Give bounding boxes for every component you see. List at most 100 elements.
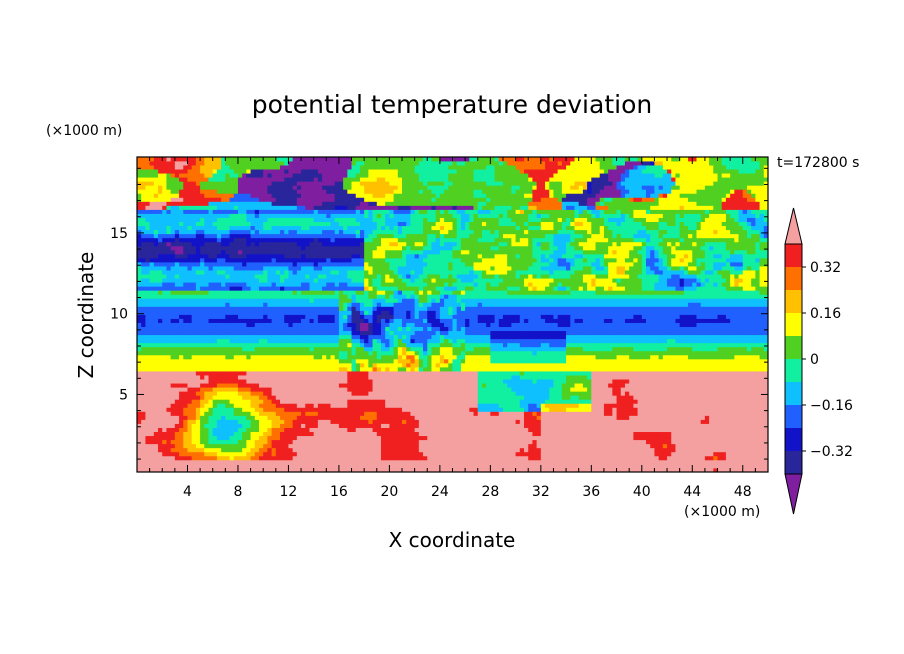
heatmap-cell — [221, 245, 226, 251]
heatmap-cell — [263, 334, 268, 340]
heatmap-cell — [326, 278, 331, 283]
heatmap-cell — [179, 274, 184, 279]
heatmap-cell — [153, 342, 159, 348]
heatmap-cell — [372, 233, 378, 239]
heatmap-cell — [355, 338, 361, 344]
heatmap-cell — [204, 181, 209, 186]
heatmap-cell — [208, 185, 214, 190]
heatmap-cell — [288, 270, 294, 275]
heatmap-cell — [385, 253, 390, 259]
heatmap-cell — [204, 399, 209, 404]
heatmap-cell — [317, 209, 323, 214]
heatmap-cell — [212, 253, 218, 259]
heatmap-cell — [153, 282, 159, 287]
heatmap-cell — [359, 423, 365, 428]
heatmap-cell — [284, 294, 289, 299]
heatmap-cell — [330, 407, 336, 412]
heatmap-cell — [359, 338, 365, 344]
heatmap-cell — [242, 346, 247, 352]
heatmap-cell — [271, 379, 277, 384]
heatmap-cell — [309, 354, 315, 360]
heatmap-cell — [284, 241, 289, 247]
heatmap-cell — [334, 431, 340, 437]
heatmap-cell — [292, 278, 298, 283]
heatmap-cell — [292, 282, 298, 287]
heatmap-cell — [204, 346, 209, 352]
heatmap-cell — [229, 415, 235, 420]
heatmap-cell — [326, 290, 331, 295]
heatmap-cell — [397, 431, 403, 437]
heatmap-cell — [326, 447, 331, 453]
heatmap-cell — [170, 161, 176, 166]
heatmap-cell — [229, 177, 235, 182]
heatmap-cell — [191, 173, 197, 178]
heatmap-cell — [338, 290, 344, 295]
heatmap-cell — [338, 387, 344, 392]
heatmap-cell — [158, 443, 163, 449]
heatmap-cell — [141, 173, 146, 178]
heatmap-cell — [271, 294, 277, 299]
heatmap-cell — [372, 169, 378, 174]
heatmap-cell — [402, 451, 407, 457]
heatmap-cell — [397, 209, 403, 214]
heatmap-cell — [305, 302, 310, 307]
heatmap-cell — [149, 278, 155, 283]
heatmap-cell — [301, 459, 306, 465]
heatmap-cell — [166, 286, 172, 291]
heatmap-cell — [284, 165, 289, 170]
heatmap-cell — [313, 467, 319, 472]
heatmap-cell — [355, 411, 361, 416]
heatmap-cell — [364, 411, 369, 416]
heatmap-cell — [179, 326, 184, 332]
heatmap-cell — [284, 257, 289, 263]
heatmap-cell — [254, 423, 260, 428]
heatmap-cell — [187, 358, 193, 364]
heatmap-cell — [364, 403, 369, 408]
heatmap-cell — [267, 322, 273, 328]
heatmap-cell — [288, 342, 294, 348]
heatmap-cell — [284, 342, 289, 348]
heatmap-cell — [338, 177, 344, 182]
heatmap-cell — [288, 419, 294, 424]
heatmap-cell — [368, 290, 373, 295]
heatmap-cell — [397, 197, 403, 202]
heatmap-cell — [158, 451, 163, 457]
heatmap-cell — [221, 326, 226, 332]
heatmap-cell — [204, 467, 209, 472]
heatmap-cell — [376, 237, 382, 243]
heatmap-cell — [347, 306, 352, 311]
heatmap-cell — [389, 266, 395, 271]
heatmap-cell — [208, 391, 214, 396]
heatmap-cell — [355, 161, 361, 166]
heatmap-cell — [334, 367, 340, 372]
heatmap-cell — [229, 169, 235, 174]
heatmap-cell — [258, 169, 264, 174]
heatmap-cell — [141, 383, 146, 388]
heatmap-cell — [402, 189, 407, 194]
heatmap-cell — [351, 427, 357, 433]
heatmap-cell — [216, 302, 222, 307]
heatmap-cell — [397, 371, 403, 376]
heatmap-cell — [309, 237, 315, 243]
heatmap-cell — [393, 181, 399, 186]
heatmap-cell — [258, 185, 264, 190]
heatmap-cell — [237, 439, 243, 445]
heatmap-cell — [225, 274, 230, 279]
heatmap-cell — [263, 338, 268, 344]
heatmap-cell — [137, 415, 142, 420]
heatmap-cell — [162, 253, 167, 259]
heatmap-cell — [179, 423, 184, 428]
heatmap-cell — [174, 451, 180, 457]
heatmap-cell — [280, 367, 285, 372]
heatmap-cell — [313, 225, 319, 231]
heatmap-cell — [242, 221, 247, 227]
heatmap-cell — [187, 286, 193, 291]
heatmap-cell — [334, 197, 340, 202]
heatmap-cell — [275, 245, 281, 251]
heatmap-cell — [216, 330, 222, 336]
heatmap-cell — [208, 383, 214, 388]
heatmap-cell — [149, 439, 155, 445]
heatmap-cell — [145, 177, 151, 182]
heatmap-cell — [258, 350, 264, 356]
heatmap-cell — [380, 459, 386, 465]
